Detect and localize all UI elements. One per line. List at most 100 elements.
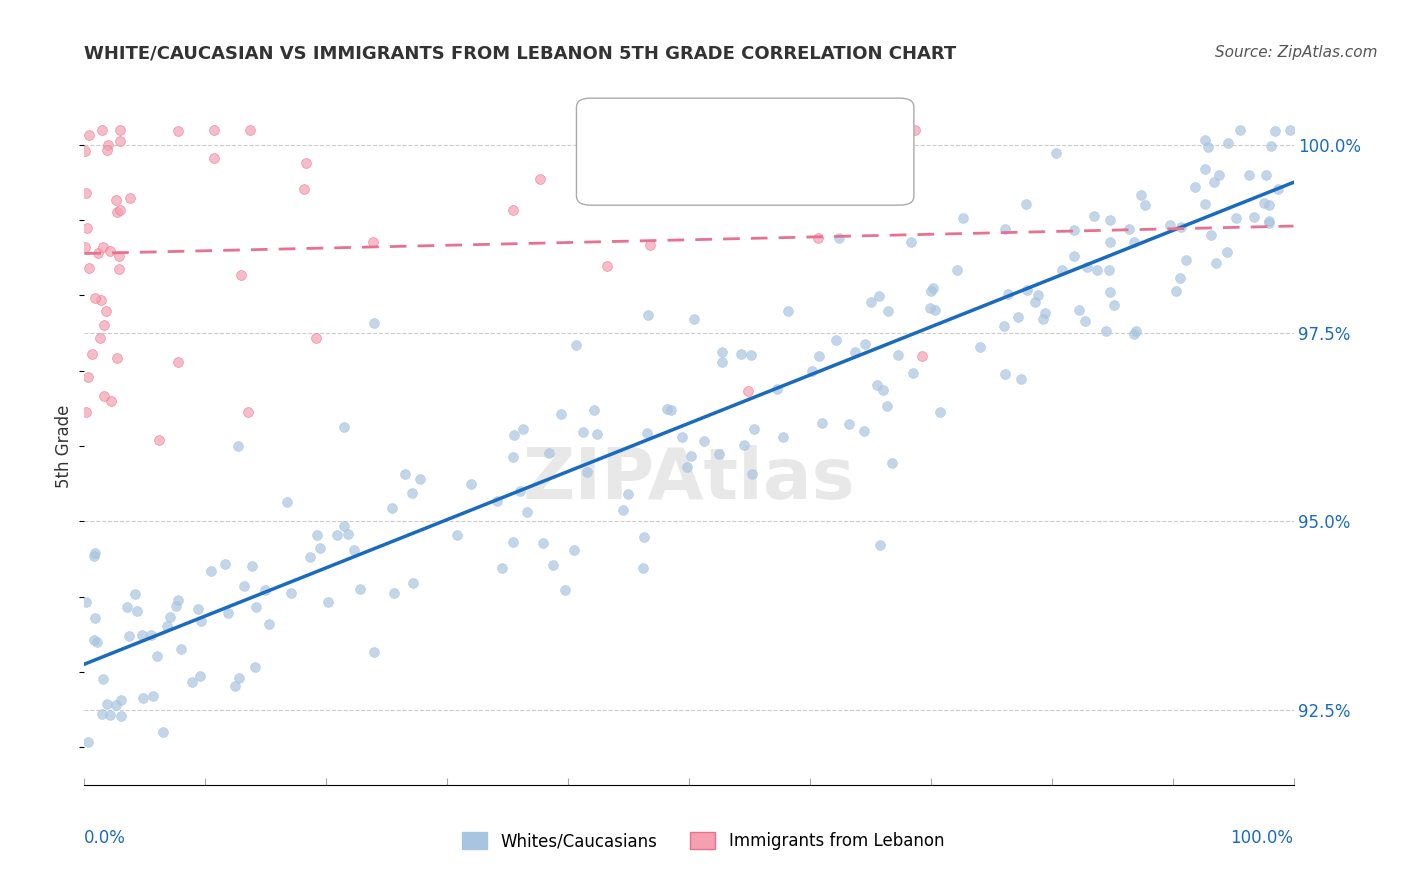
Point bbox=[93, 318, 115, 332]
Point bbox=[946, 262, 969, 277]
Point bbox=[693, 434, 716, 449]
Point bbox=[491, 560, 513, 574]
Point bbox=[876, 399, 898, 413]
Y-axis label: 5th Grade: 5th Grade bbox=[55, 404, 73, 488]
Point bbox=[543, 558, 565, 572]
Point bbox=[167, 124, 190, 138]
Point bbox=[1050, 263, 1073, 277]
Point bbox=[872, 384, 894, 398]
Point bbox=[900, 235, 922, 249]
Point bbox=[1159, 219, 1181, 233]
Point bbox=[512, 421, 534, 435]
Point bbox=[89, 331, 111, 345]
Point bbox=[93, 389, 115, 403]
Point bbox=[994, 368, 1017, 382]
Point bbox=[969, 340, 991, 354]
Point bbox=[1194, 132, 1216, 146]
Point bbox=[1208, 168, 1230, 182]
Point bbox=[679, 449, 702, 463]
Point bbox=[90, 293, 112, 307]
Point bbox=[1256, 168, 1278, 182]
Point bbox=[676, 460, 699, 475]
Point bbox=[1069, 303, 1091, 318]
Text: ZIPAtlas: ZIPAtlas bbox=[523, 445, 855, 515]
Point bbox=[1205, 256, 1227, 270]
Point bbox=[1033, 306, 1056, 320]
Point bbox=[1024, 295, 1046, 310]
Point bbox=[83, 291, 105, 305]
Point bbox=[901, 366, 924, 380]
Point bbox=[1257, 216, 1279, 230]
Point bbox=[807, 349, 830, 363]
Point bbox=[1045, 145, 1067, 160]
Point bbox=[100, 708, 122, 723]
Point bbox=[96, 697, 118, 711]
Point bbox=[105, 205, 128, 219]
Point bbox=[108, 262, 131, 277]
Point bbox=[91, 673, 114, 687]
Point bbox=[105, 351, 128, 366]
Point bbox=[911, 349, 934, 363]
Point bbox=[1216, 136, 1239, 150]
Point bbox=[202, 151, 225, 165]
Point bbox=[776, 304, 799, 318]
Point bbox=[575, 465, 598, 479]
Point bbox=[1194, 197, 1216, 211]
Point bbox=[1032, 312, 1054, 326]
Point bbox=[295, 156, 318, 170]
Point bbox=[1083, 209, 1105, 223]
Point bbox=[336, 527, 359, 541]
Point bbox=[110, 693, 132, 707]
Point bbox=[1279, 122, 1302, 136]
Point bbox=[83, 549, 105, 563]
Point bbox=[131, 628, 153, 642]
Point bbox=[733, 437, 755, 451]
Point bbox=[152, 724, 174, 739]
Point bbox=[1122, 327, 1144, 342]
Point bbox=[1010, 372, 1032, 386]
Point bbox=[409, 471, 432, 485]
Point bbox=[887, 348, 910, 362]
Point bbox=[139, 627, 162, 641]
Point bbox=[243, 660, 266, 674]
Point bbox=[1015, 283, 1038, 297]
Point bbox=[1197, 140, 1219, 154]
Point bbox=[637, 308, 659, 322]
Point bbox=[73, 144, 96, 158]
Point bbox=[640, 238, 662, 252]
Point bbox=[110, 134, 132, 148]
Point bbox=[382, 586, 405, 600]
Text: N = 200: N = 200 bbox=[787, 120, 862, 138]
Point bbox=[904, 122, 927, 136]
Point bbox=[96, 144, 118, 158]
Point bbox=[529, 171, 551, 186]
Point bbox=[741, 467, 763, 481]
Point bbox=[1229, 122, 1251, 136]
Point bbox=[381, 501, 404, 516]
Point bbox=[214, 557, 236, 571]
Point bbox=[711, 355, 734, 369]
Point bbox=[502, 534, 524, 549]
Point bbox=[77, 128, 100, 143]
Point bbox=[104, 194, 127, 208]
Point bbox=[361, 235, 384, 249]
Point bbox=[852, 424, 875, 438]
Point bbox=[180, 674, 202, 689]
Point bbox=[1102, 298, 1125, 312]
Point bbox=[1164, 284, 1187, 298]
Point bbox=[1098, 213, 1121, 227]
Point bbox=[105, 698, 128, 712]
Point bbox=[217, 606, 239, 620]
Point bbox=[1184, 179, 1206, 194]
Point bbox=[226, 439, 249, 453]
Text: R = 0.071: R = 0.071 bbox=[640, 159, 730, 177]
Point bbox=[108, 203, 131, 218]
Text: 100.0%: 100.0% bbox=[1230, 830, 1294, 847]
Point bbox=[280, 585, 302, 599]
Point bbox=[76, 735, 98, 749]
Point bbox=[531, 536, 554, 550]
Point bbox=[94, 304, 117, 318]
Text: 0.0%: 0.0% bbox=[84, 830, 127, 847]
Point bbox=[924, 303, 946, 318]
Point bbox=[460, 477, 482, 491]
